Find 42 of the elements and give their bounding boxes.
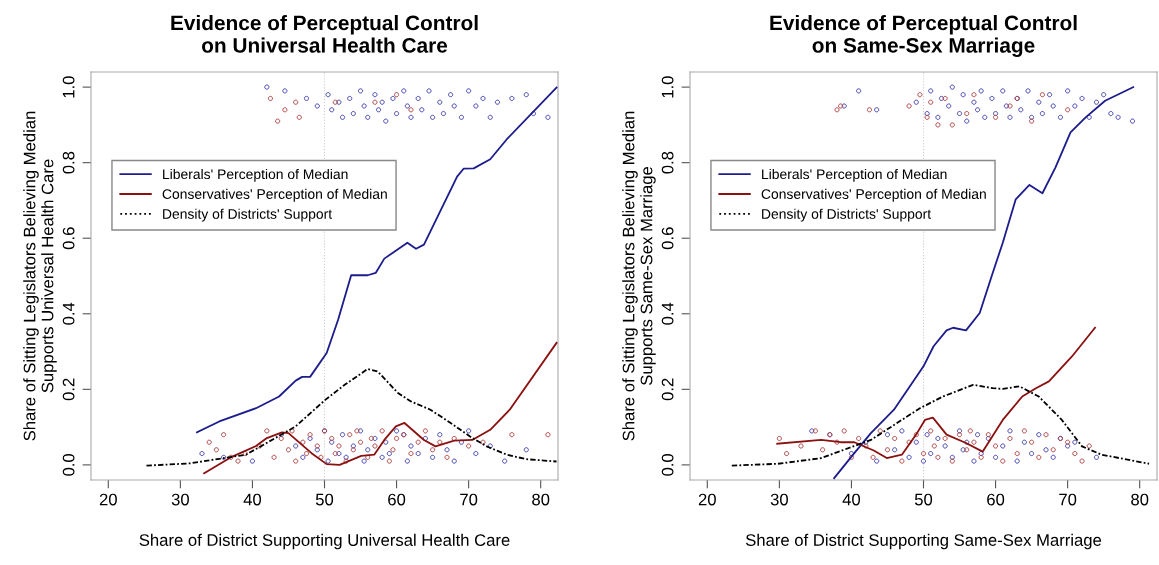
line-series [145, 368, 558, 467]
y-tick-label: 0.8 [62, 151, 75, 174]
y-tick-label: 0.6 [661, 227, 674, 250]
legend-label: Liberals' Perception of Median [163, 168, 348, 182]
y-axis-title: Share of Sitting Legislators Believing Median Supports Same-Sex Marriage [622, 111, 656, 441]
y-tick-label: 0.2 [62, 378, 75, 401]
x-tick-label: 60 [388, 493, 406, 506]
x-tick-label: 50 [315, 493, 334, 506]
x-tick-label: 80 [532, 493, 550, 506]
x-tick-label: 40 [243, 493, 262, 506]
chart-title: Evidence of Perceptual Control on Same-Sex Marriage [770, 15, 1077, 57]
legend-label: Liberals' Perception of Median [762, 168, 947, 182]
line-series [776, 326, 1096, 459]
y-tick-label: 1.0 [62, 76, 75, 98]
legend-label: Density of Districts' Support [163, 208, 332, 222]
x-tick-label: 70 [460, 493, 478, 506]
legend-label: Density of Districts' Support [762, 208, 931, 222]
y-tick-label: 1.0 [661, 76, 674, 98]
y-tick-label: 0.4 [62, 302, 75, 325]
x-tick-label: 30 [171, 493, 189, 506]
x-tick-label: 70 [1059, 493, 1077, 506]
x-tick-label: 30 [770, 493, 788, 506]
y-tick-label: 0.8 [661, 151, 674, 174]
y-tick-label: 0.6 [62, 227, 75, 250]
x-tick-label: 50 [914, 493, 933, 506]
x-tick-label: 20 [99, 493, 117, 506]
x-axis-title: Share of District Supporting Universal Health Care [139, 533, 510, 550]
line-series [203, 341, 558, 475]
y-tick-label: 0.0 [661, 453, 674, 476]
x-tick-label: 60 [987, 493, 1005, 506]
legend-label: Conservatives' Perception of Median [162, 188, 387, 202]
x-tick-label: 80 [1131, 493, 1149, 506]
y-axis-title: Share of Sitting Legislators Believing Median Supports Universal Health Care [23, 111, 57, 441]
x-tick-label: 20 [698, 493, 716, 506]
x-axis-title: Share of District Supporting Same-Sex Marriage [745, 533, 1102, 550]
y-tick-label: 0.4 [661, 302, 674, 325]
x-tick-label: 40 [842, 493, 861, 506]
y-tick-label: 0.2 [661, 378, 674, 401]
line-series [730, 383, 1150, 467]
chart-title: Evidence of Perceptual Control on Universal Health Care [171, 15, 478, 53]
y-tick-label: 0.0 [62, 453, 75, 476]
legend-label: Conservatives' Perception of Median [761, 188, 986, 202]
